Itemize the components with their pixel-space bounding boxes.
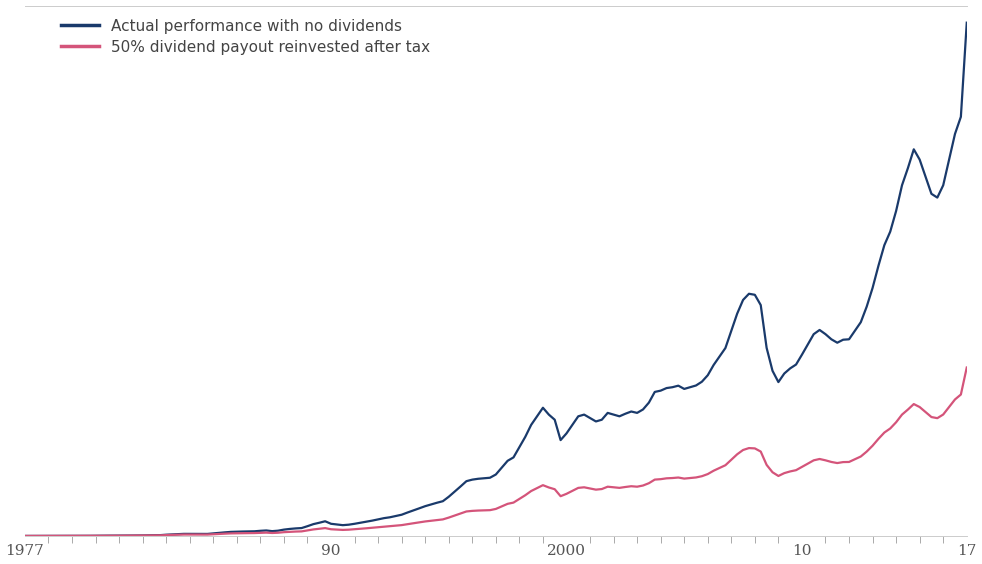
Legend: Actual performance with no dividends, 50% dividend payout reinvested after tax: Actual performance with no dividends, 50…	[61, 19, 430, 55]
